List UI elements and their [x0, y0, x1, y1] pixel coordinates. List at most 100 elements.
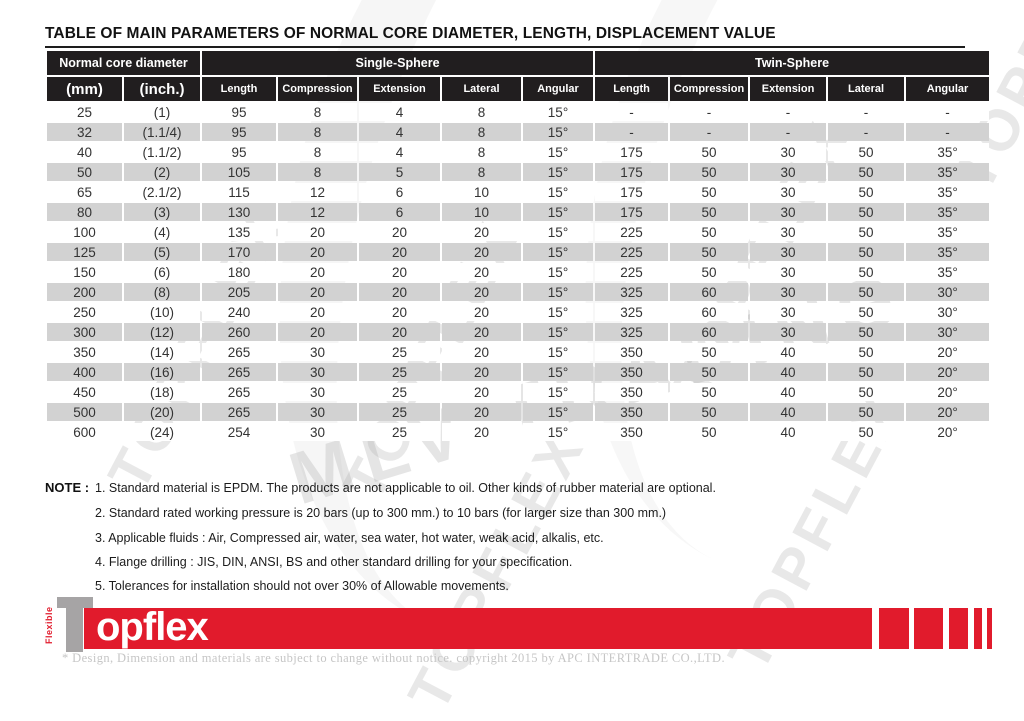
- cell: -: [750, 103, 827, 121]
- red-accent-block: [949, 608, 968, 649]
- table-body: 25 (1) 95 8 4 8 15° - - - - -32 (1.1/4) 95 8 4 8 15° - - - - -…: [47, 103, 990, 441]
- cell: 60: [670, 323, 749, 341]
- red-accent-block: [974, 608, 982, 649]
- column-header-inch: (inch.): [124, 77, 200, 101]
- logo-t-shape: [66, 597, 83, 652]
- cell: 8: [442, 123, 521, 141]
- cell: 30: [750, 203, 827, 221]
- cell: 95: [202, 103, 276, 121]
- cell: 15°: [523, 383, 594, 401]
- red-accent-block: [987, 608, 992, 649]
- cell: 50: [828, 223, 905, 241]
- cell: 20: [278, 243, 357, 261]
- cell: (1): [124, 103, 200, 121]
- note-item: 5. Tolerances for installation should no…: [95, 579, 509, 593]
- cell: 8: [278, 143, 357, 161]
- cell: 35°: [906, 183, 990, 201]
- cell: 20: [359, 283, 440, 301]
- cell: (6): [124, 263, 200, 281]
- cell: 4: [359, 103, 440, 121]
- cell: 40: [47, 143, 122, 161]
- cell: 325: [595, 283, 669, 301]
- cell: 50: [828, 403, 905, 421]
- cell: (3): [124, 203, 200, 221]
- cell: 20°: [906, 383, 990, 401]
- cell: 35°: [906, 243, 990, 261]
- table-row: 400 (16) 265 30 25 20 15° 350 50 40 50 20°: [47, 363, 990, 381]
- cell: 225: [595, 243, 669, 261]
- cell: 4: [359, 143, 440, 161]
- brand-banner: opflex: [84, 605, 872, 649]
- column-header-lateral-twin: Lateral: [828, 77, 905, 101]
- cell: 30: [750, 263, 827, 281]
- cell: 25: [359, 363, 440, 381]
- cell: 80: [47, 203, 122, 221]
- cell: 15°: [523, 183, 594, 201]
- cell: 50: [828, 423, 905, 441]
- cell: 500: [47, 403, 122, 421]
- cell: 10: [442, 183, 521, 201]
- cell: 50: [670, 203, 749, 221]
- cell: 60: [670, 283, 749, 301]
- cell: 20: [278, 283, 357, 301]
- cell: 20°: [906, 363, 990, 381]
- cell: 135: [202, 223, 276, 241]
- cell: 30°: [906, 323, 990, 341]
- cell: 25: [359, 383, 440, 401]
- cell: 50: [670, 263, 749, 281]
- cell: 40: [750, 363, 827, 381]
- table-row: 125 (5) 170 20 20 20 15° 225 50 30 50 35°: [47, 243, 990, 261]
- cell: 30: [750, 143, 827, 161]
- cell: 50: [670, 423, 749, 441]
- group-header-row: Normal core diameter Single-Sphere Twin-…: [47, 51, 990, 75]
- cell: 20: [278, 263, 357, 281]
- cell: 600: [47, 423, 122, 441]
- cell: -: [906, 123, 990, 141]
- table-row: 200 (8) 205 20 20 20 15° 325 60 30 50 30°: [47, 283, 990, 301]
- column-header-angular-single: Angular: [523, 77, 594, 101]
- cell: 15°: [523, 243, 594, 261]
- cell: 20: [359, 243, 440, 261]
- table-row: 350 (14) 265 30 25 20 15° 350 50 40 50 20°: [47, 343, 990, 361]
- cell: 50: [670, 223, 749, 241]
- cell: 35°: [906, 163, 990, 181]
- cell: (16): [124, 363, 200, 381]
- cell: 40: [750, 403, 827, 421]
- cell: 350: [595, 403, 669, 421]
- cell: 30: [278, 423, 357, 441]
- cell: 95: [202, 123, 276, 141]
- table-row: 50 (2) 105 8 5 8 15° 175 50 30 50 35°: [47, 163, 990, 181]
- cell: 50: [670, 163, 749, 181]
- cell: (20): [124, 403, 200, 421]
- cell: 20: [442, 423, 521, 441]
- cell: 15°: [523, 303, 594, 321]
- cell: 20: [278, 303, 357, 321]
- column-header-compression-single: Compression: [278, 77, 357, 101]
- cell: 15°: [523, 123, 594, 141]
- parameters-table: Normal core diameter Single-Sphere Twin-…: [45, 49, 991, 443]
- column-header-extension-single: Extension: [359, 77, 440, 101]
- cell: (12): [124, 323, 200, 341]
- cell: 130: [202, 203, 276, 221]
- cell: 200: [47, 283, 122, 301]
- cell: 25: [47, 103, 122, 121]
- cell: 30: [278, 403, 357, 421]
- cell: (18): [124, 383, 200, 401]
- cell: 50: [670, 143, 749, 161]
- watermark-text: TOPFLEX: [395, 418, 599, 721]
- cell: 350: [595, 383, 669, 401]
- cell: 100: [47, 223, 122, 241]
- cell: 30°: [906, 303, 990, 321]
- cell: 40: [750, 383, 827, 401]
- cell: 170: [202, 243, 276, 261]
- cell: (14): [124, 343, 200, 361]
- cell: 35°: [906, 143, 990, 161]
- cell: 265: [202, 343, 276, 361]
- cell: 20: [442, 283, 521, 301]
- cell: (1.1/2): [124, 143, 200, 161]
- column-header-angular-twin: Angular: [906, 77, 990, 101]
- cell: (1.1/4): [124, 123, 200, 141]
- cell: 8: [442, 143, 521, 161]
- cell: 20: [278, 223, 357, 241]
- cell: 205: [202, 283, 276, 301]
